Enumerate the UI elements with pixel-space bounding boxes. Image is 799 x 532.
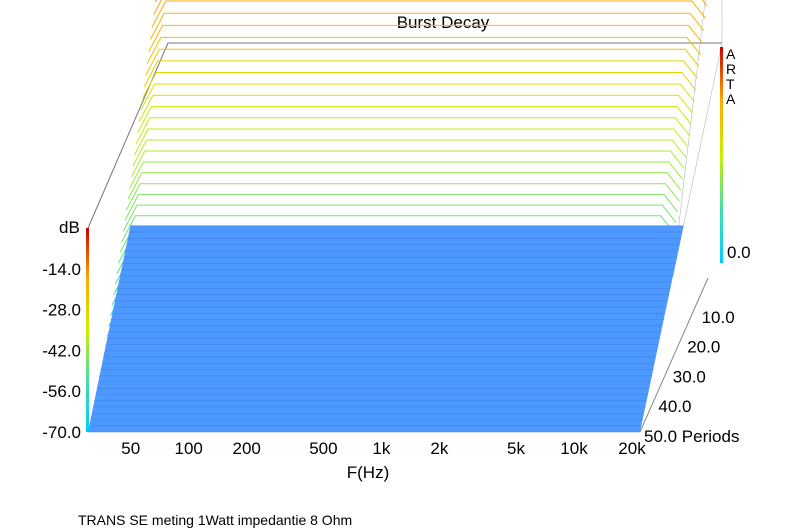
z-tick-label: 0.0: [727, 243, 751, 262]
x-tick-label: 5k: [507, 439, 525, 458]
decay-slice-25: [127, 172, 682, 200]
decay-slice-19: [137, 106, 692, 134]
brand-letter-1: R: [726, 61, 736, 77]
y-tick-label: -56.0: [42, 382, 81, 401]
db-color-bar: [86, 228, 89, 432]
decay-slice-12: [148, 24, 703, 52]
y-tick-label: -42.0: [42, 341, 81, 360]
measurement-note: TRANS SE meting 1Watt impedantie 8 Ohm: [78, 512, 353, 528]
x-tick-label: 20k: [618, 439, 646, 458]
z-tick-label: 20.0: [687, 338, 720, 357]
left-edge: [87, 42, 169, 229]
decay-slice-17: [140, 83, 695, 111]
x-tick-label: 200: [233, 439, 261, 458]
x-tick-label: 50: [121, 439, 140, 458]
chart-title: Burst Decay: [397, 13, 490, 32]
y-tick-label: -28.0: [42, 301, 81, 320]
x-tick-label: 100: [175, 439, 203, 458]
decay-slice-24: [129, 161, 683, 189]
decay-slice-28: [122, 204, 677, 232]
decay-slice-18: [138, 94, 693, 122]
z-tick-label: 10.0: [702, 308, 735, 327]
decay-floor: [88, 225, 684, 432]
brand-letter-3: A: [726, 91, 736, 107]
decay-slice-23: [130, 150, 685, 178]
z-color-bar: [720, 47, 723, 263]
decay-slice-14: [145, 48, 700, 76]
decay-slice-10: [151, 0, 706, 28]
decay-slice-26: [125, 183, 680, 211]
z-tick-label: 30.0: [673, 367, 706, 386]
y-axis-label: dB: [59, 218, 80, 237]
decay-slice-13: [146, 36, 702, 64]
z-tick-label: 40.0: [658, 397, 691, 416]
decay-slice-20: [135, 117, 690, 145]
decay-slice-15: [143, 60, 698, 88]
depth-axis-line: [639, 277, 709, 433]
brand-letter-0: A: [726, 46, 736, 62]
decay-slice-22: [132, 139, 687, 167]
decay-slice-16: [141, 72, 697, 99]
y-tick-label: -14.0: [42, 260, 81, 279]
x-axis-label: F(Hz): [347, 463, 389, 482]
x-tick-label: 10k: [560, 439, 588, 458]
decay-slice-29: [121, 215, 675, 243]
y-tick-label: -70.0: [42, 423, 81, 442]
x-tick-label: 1k: [372, 439, 390, 458]
decay-slice-21: [133, 128, 688, 156]
decay-slice-27: [124, 193, 679, 221]
x-tick-label: 2k: [430, 439, 448, 458]
brand-letter-2: T: [726, 76, 735, 92]
x-tick-label: 500: [309, 439, 337, 458]
decay-slice-11: [149, 12, 705, 40]
z-tick-label: 50.0 Periods: [644, 427, 739, 446]
right-face: [672, 0, 723, 277]
plot-area: [86, 0, 723, 433]
